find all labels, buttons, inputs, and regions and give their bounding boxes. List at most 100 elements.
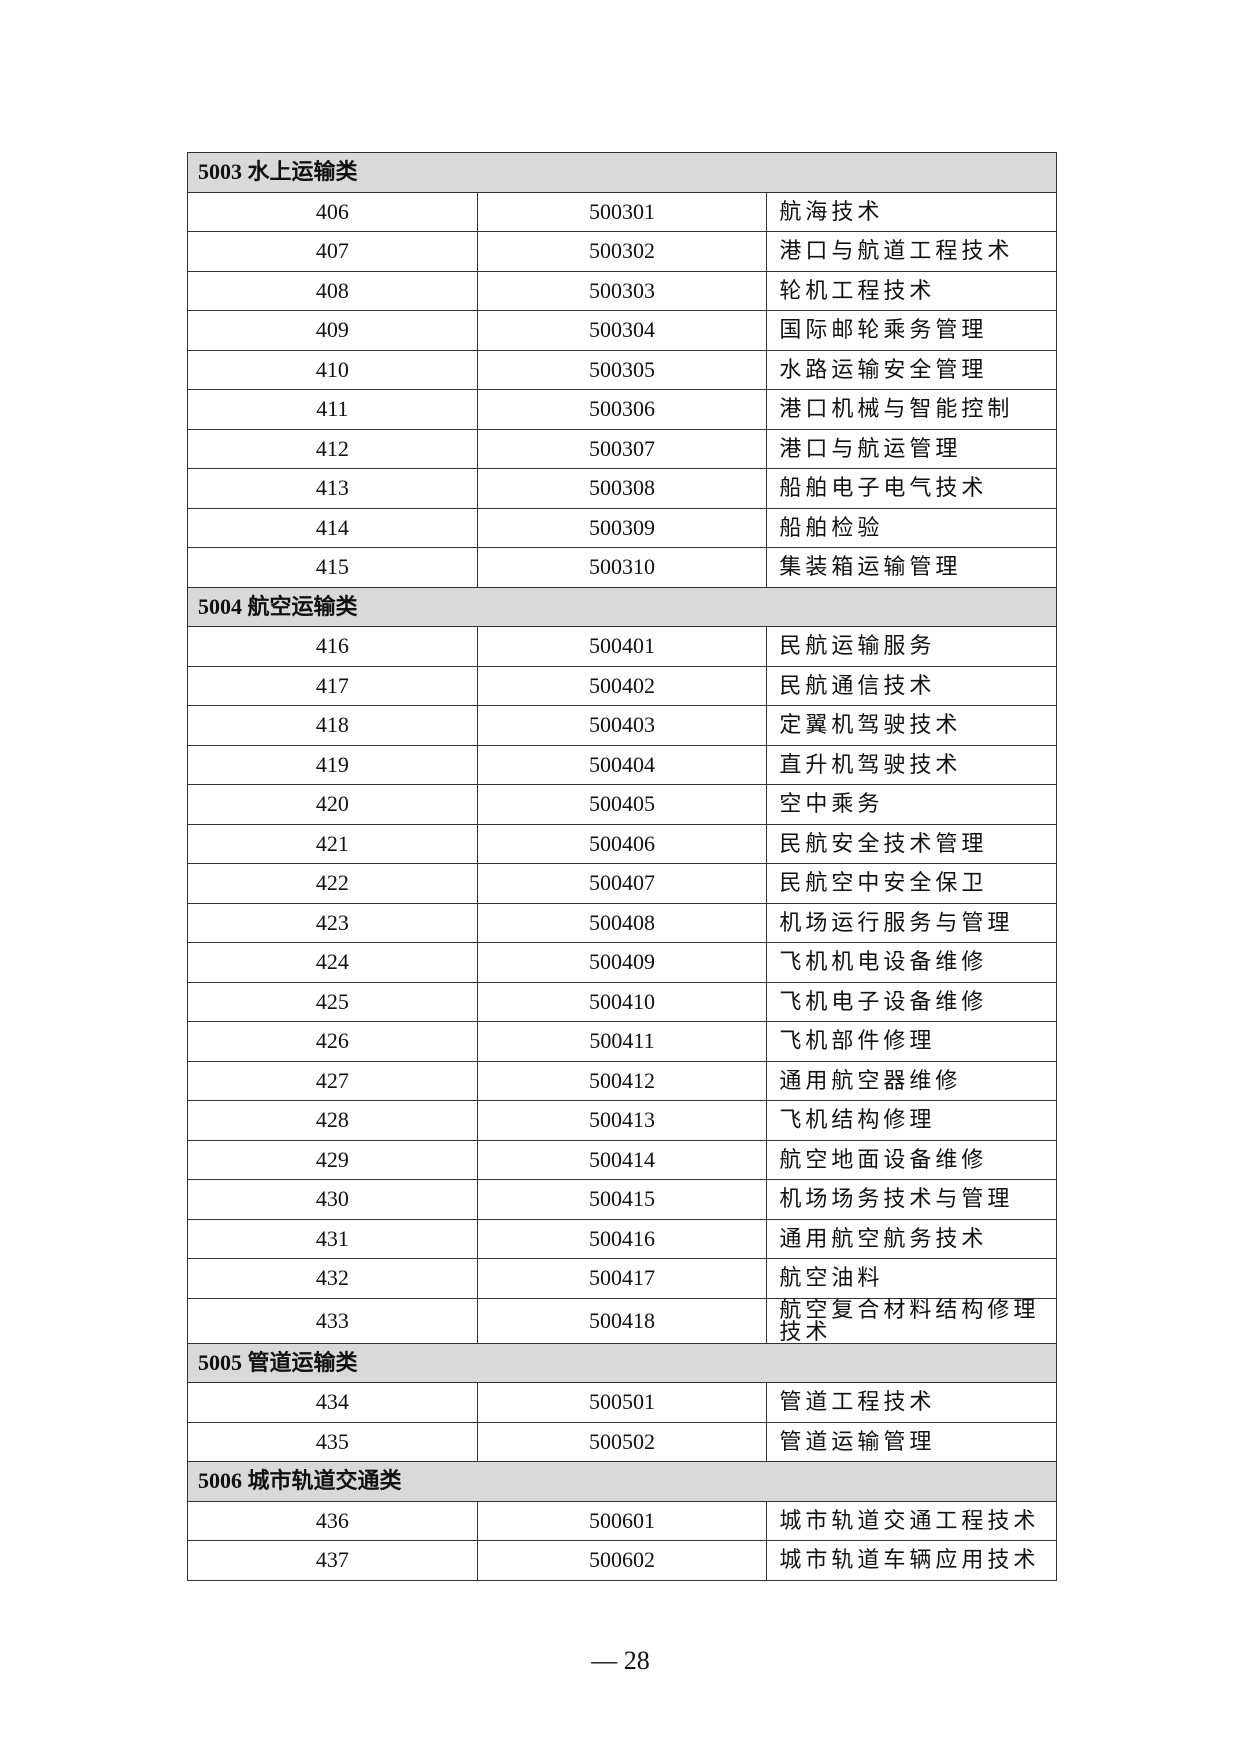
category-row: 5005 管道运输类 <box>187 1342 1057 1383</box>
serial-number: 430 <box>187 1179 478 1220</box>
major-name: 飞机结构修理 <box>766 1100 1057 1141</box>
table-row: 421 500406 民航安全技术管理 <box>187 823 1057 864</box>
serial-number: 415 <box>187 547 478 588</box>
table-row: 411 500306 港口机械与智能控制 <box>187 389 1057 430</box>
table-row: 414 500309 船舶检验 <box>187 507 1057 548</box>
table-row: 417 500402 民航通信技术 <box>187 665 1057 706</box>
serial-number: 412 <box>187 428 478 469</box>
major-code: 500305 <box>476 349 768 390</box>
serial-number: 407 <box>187 231 478 272</box>
table-row: 410 500305 水路运输安全管理 <box>187 349 1057 390</box>
serial-number: 436 <box>187 1500 478 1541</box>
table-row: 434 500501 管道工程技术 <box>187 1382 1057 1423</box>
table-row: 432 500417 航空油料 <box>187 1258 1057 1299</box>
serial-number: 435 <box>187 1421 478 1462</box>
major-code: 500301 <box>476 191 768 232</box>
major-name: 民航运输服务 <box>766 626 1057 667</box>
table-row: 420 500405 空中乘务 <box>187 784 1057 825</box>
major-code: 500416 <box>476 1218 768 1259</box>
major-name: 集装箱运输管理 <box>766 547 1057 588</box>
major-code: 500415 <box>476 1179 768 1220</box>
major-name: 通用航空器维修 <box>766 1060 1057 1101</box>
serial-number: 418 <box>187 705 478 746</box>
table-row: 433 500418 航空复合材料结构修理技术 <box>187 1297 1057 1344</box>
table-row: 407 500302 港口与航道工程技术 <box>187 231 1057 272</box>
major-name: 民航空中安全保卫 <box>766 863 1057 904</box>
table-row: 426 500411 飞机部件修理 <box>187 1021 1057 1062</box>
table-row: 419 500404 直升机驾驶技术 <box>187 744 1057 785</box>
serial-number: 413 <box>187 468 478 509</box>
major-code: 500418 <box>476 1297 768 1344</box>
serial-number: 410 <box>187 349 478 390</box>
major-name: 城市轨道交通工程技术 <box>766 1500 1057 1541</box>
major-name: 机场运行服务与管理 <box>766 902 1057 943</box>
table-row: 429 500414 航空地面设备维修 <box>187 1139 1057 1180</box>
major-name: 机场场务技术与管理 <box>766 1179 1057 1220</box>
serial-number: 409 <box>187 310 478 351</box>
major-name: 城市轨道车辆应用技术 <box>766 1540 1057 1581</box>
major-code: 500302 <box>476 231 768 272</box>
serial-number: 421 <box>187 823 478 864</box>
category-title: 5006 城市轨道交通类 <box>187 1461 1057 1502</box>
serial-number: 431 <box>187 1218 478 1259</box>
major-name: 航空地面设备维修 <box>766 1139 1057 1180</box>
category-title: 5003 水上运输类 <box>187 152 1057 193</box>
table-row: 437 500602 城市轨道车辆应用技术 <box>187 1540 1057 1581</box>
major-name: 轮机工程技术 <box>766 270 1057 311</box>
major-name: 航空复合材料结构修理技术 <box>766 1297 1057 1344</box>
major-code: 500407 <box>476 863 768 904</box>
page-number: — 28 <box>591 1646 650 1675</box>
category-title: 5004 航空运输类 <box>187 586 1057 627</box>
major-catalog-table: 5003 水上运输类 406 500301 航海技术 407 500302 港口与航道工程技… <box>187 152 1057 1581</box>
serial-number: 426 <box>187 1021 478 1062</box>
serial-number: 429 <box>187 1139 478 1180</box>
major-name: 民航通信技术 <box>766 665 1057 706</box>
major-code: 500602 <box>476 1540 768 1581</box>
major-code: 500307 <box>476 428 768 469</box>
major-code: 500411 <box>476 1021 768 1062</box>
table-row: 408 500303 轮机工程技术 <box>187 270 1057 311</box>
major-name: 直升机驾驶技术 <box>766 744 1057 785</box>
table-row: 427 500412 通用航空器维修 <box>187 1060 1057 1101</box>
category-row: 5006 城市轨道交通类 <box>187 1461 1057 1502</box>
major-name: 飞机电子设备维修 <box>766 981 1057 1022</box>
major-name: 飞机机电设备维修 <box>766 942 1057 983</box>
major-code: 500404 <box>476 744 768 785</box>
major-code: 500409 <box>476 942 768 983</box>
table-row: 423 500408 机场运行服务与管理 <box>187 902 1057 943</box>
major-code: 500309 <box>476 507 768 548</box>
major-name: 飞机部件修理 <box>766 1021 1057 1062</box>
serial-number: 419 <box>187 744 478 785</box>
table-row: 430 500415 机场场务技术与管理 <box>187 1179 1057 1220</box>
major-code: 500405 <box>476 784 768 825</box>
major-code: 500406 <box>476 823 768 864</box>
serial-number: 428 <box>187 1100 478 1141</box>
serial-number: 433 <box>187 1297 478 1344</box>
major-code: 500304 <box>476 310 768 351</box>
major-code: 500601 <box>476 1500 768 1541</box>
category-row: 5004 航空运输类 <box>187 586 1057 627</box>
major-code: 500414 <box>476 1139 768 1180</box>
major-name: 空中乘务 <box>766 784 1057 825</box>
serial-number: 422 <box>187 863 478 904</box>
major-name: 船舶电子电气技术 <box>766 468 1057 509</box>
major-code: 500410 <box>476 981 768 1022</box>
major-name: 港口与航运管理 <box>766 428 1057 469</box>
major-code: 500502 <box>476 1421 768 1462</box>
table-row: 409 500304 国际邮轮乘务管理 <box>187 310 1057 351</box>
table-row: 406 500301 航海技术 <box>187 191 1057 232</box>
table-row: 435 500502 管道运输管理 <box>187 1421 1057 1462</box>
serial-number: 434 <box>187 1382 478 1423</box>
table-row: 415 500310 集装箱运输管理 <box>187 547 1057 588</box>
table-row: 424 500409 飞机机电设备维修 <box>187 942 1057 983</box>
major-name: 管道运输管理 <box>766 1421 1057 1462</box>
table-row: 416 500401 民航运输服务 <box>187 626 1057 667</box>
table-row: 422 500407 民航空中安全保卫 <box>187 863 1057 904</box>
serial-number: 414 <box>187 507 478 548</box>
major-code: 500408 <box>476 902 768 943</box>
serial-number: 427 <box>187 1060 478 1101</box>
serial-number: 425 <box>187 981 478 1022</box>
serial-number: 416 <box>187 626 478 667</box>
serial-number: 432 <box>187 1258 478 1299</box>
major-name: 管道工程技术 <box>766 1382 1057 1423</box>
